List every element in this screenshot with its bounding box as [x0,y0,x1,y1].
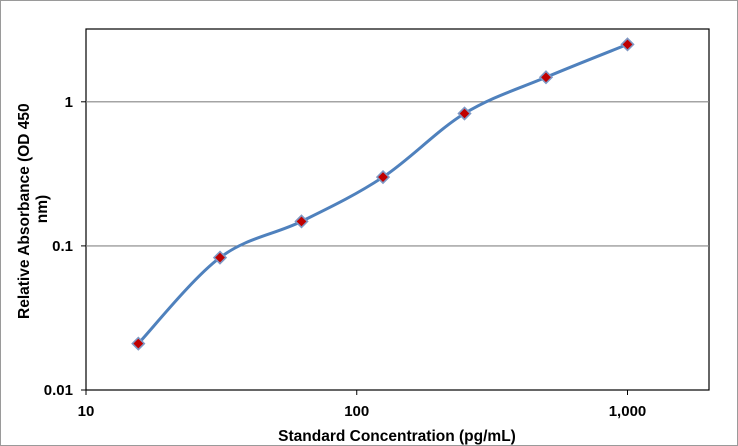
y-tick-labels: 0.01 0.1 1 [44,94,73,399]
plot-area [85,28,710,391]
y-axis-title-line-1: Relative Absorbance (OD 450 [16,103,33,319]
y-tick-label: 0.1 [52,238,73,255]
y-tick-label: 1 [65,94,73,111]
data-point [375,169,391,185]
x-tick-label: 10 [78,403,95,420]
data-point [294,214,309,229]
y-axis-title: Relative Absorbance (OD 450 nm) [16,99,51,319]
data-point [212,250,228,265]
x-tick-labels: 10 100 1,000 [78,403,647,420]
x-tick-label: 1,000 [609,403,647,420]
data-point [538,70,554,85]
series-markers [131,37,635,351]
data-point [457,106,472,121]
x-axis-title: Standard Concentration (pg/mL) [278,428,516,445]
x-tick-label: 100 [344,403,369,420]
gridlines [86,101,709,247]
y-tick-label: 0.01 [44,382,73,399]
tick-marks [81,101,628,395]
y-axis-title-line-2: nm) [34,195,51,223]
data-point [131,336,146,351]
data-point [620,37,635,52]
